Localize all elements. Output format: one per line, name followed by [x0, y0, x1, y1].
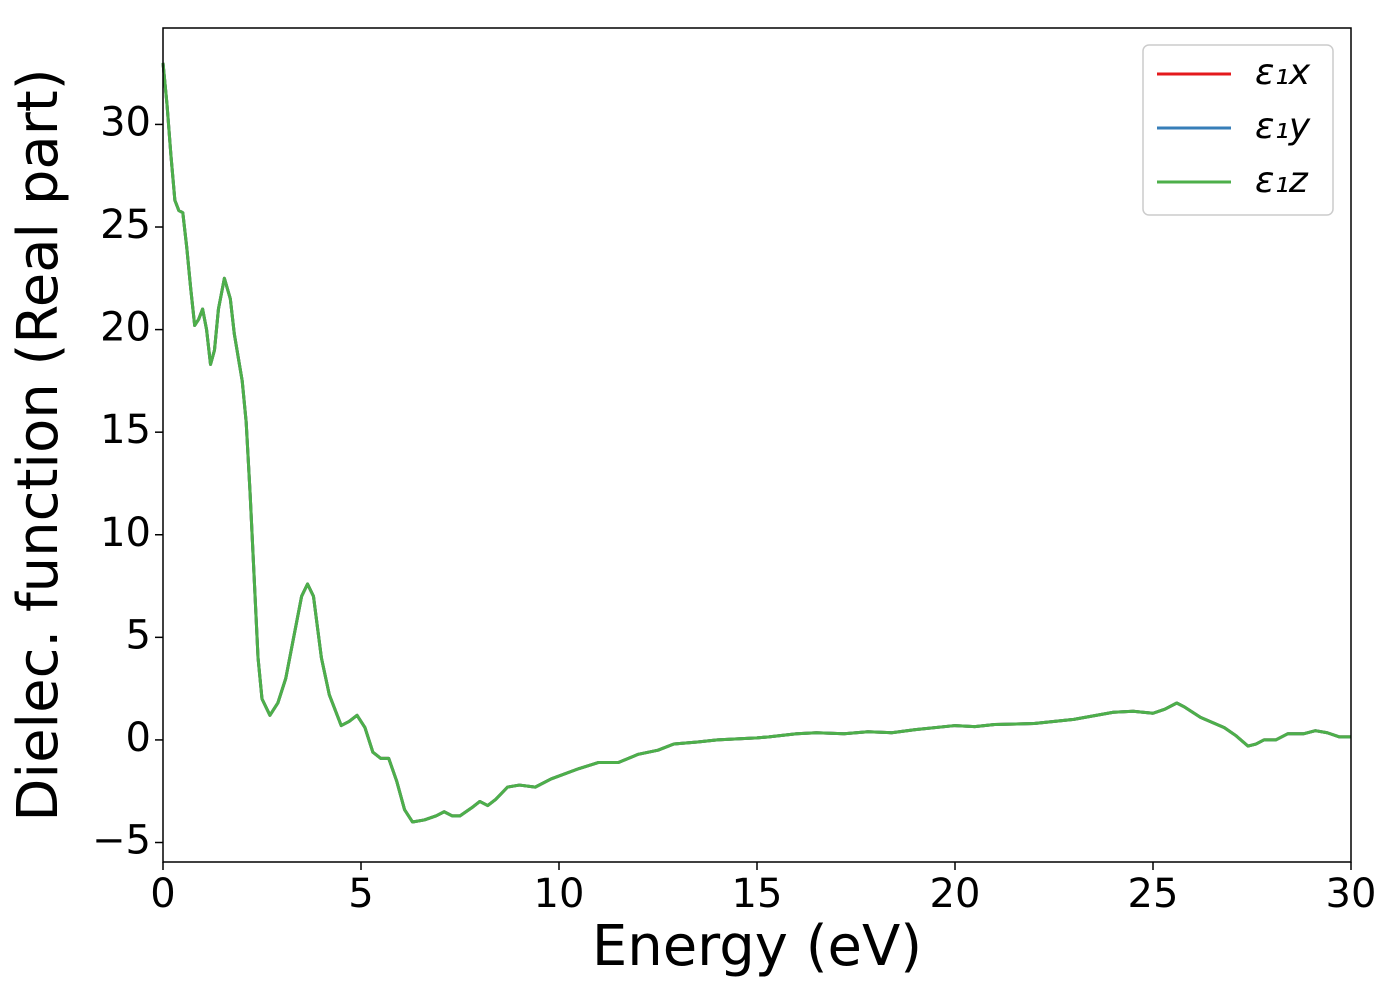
y-tick-label: 0	[126, 715, 151, 761]
plot-frame	[162, 27, 1352, 863]
x-tick-label: 30	[1326, 871, 1377, 917]
line-series	[161, 62, 1351, 824]
y-tick-label: 30	[100, 99, 151, 145]
y-tick-label: 20	[100, 305, 151, 351]
x-tick-label: 15	[732, 871, 783, 917]
x-axis-label: Energy (eV)	[592, 914, 922, 979]
x-tick-label: 0	[150, 871, 175, 917]
legend-label: ε₁z	[1255, 160, 1309, 201]
y-tick-label: 5	[126, 612, 151, 658]
y-tick-label: 25	[100, 202, 151, 248]
legend-label: ε₁y	[1255, 106, 1311, 147]
x-tick-label: 5	[348, 871, 373, 917]
x-tick-label: 10	[534, 871, 585, 917]
legend-box	[1142, 44, 1334, 216]
y-tick-label: 15	[100, 407, 151, 453]
y-tick-label: −5	[92, 818, 151, 864]
legend-label: ε₁x	[1255, 52, 1311, 93]
y-tick-label: 10	[100, 510, 151, 556]
y-axis-label: Dielec. function (Real part)	[6, 68, 71, 821]
x-tick-label: 25	[1128, 871, 1179, 917]
x-tick-label: 20	[930, 871, 981, 917]
